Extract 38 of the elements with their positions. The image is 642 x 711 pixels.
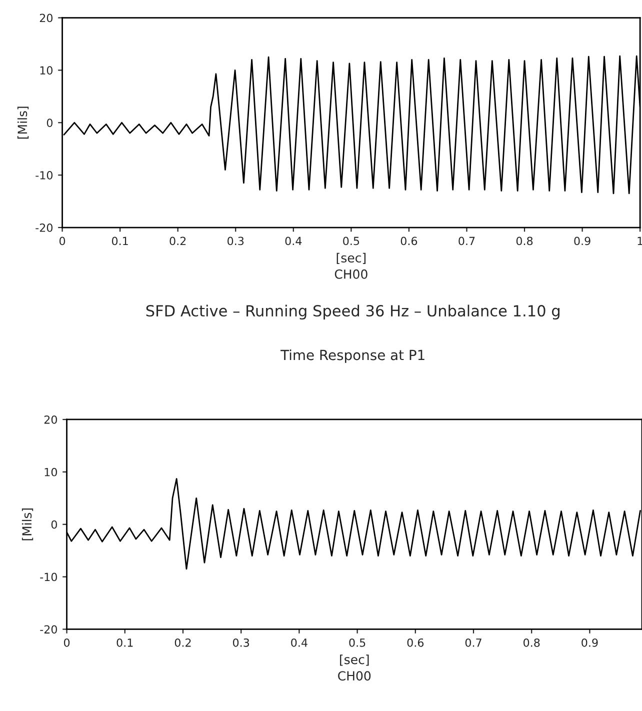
x-tick-label: 0.9 [574, 236, 590, 246]
x-tick-label: 0.6 [400, 236, 418, 246]
x-tick-label: 0.2 [170, 236, 186, 246]
x-tick-label: 0.1 [112, 236, 128, 246]
x-tick-label: 0.4 [291, 638, 308, 647]
x-tick-label: 0.3 [228, 236, 244, 246]
x-axis-title: [sec] [336, 252, 366, 264]
x-tick-label: 0.8 [524, 638, 540, 647]
y-tick-label: 10 [40, 66, 53, 75]
x-tick-label: 0.9 [582, 638, 598, 647]
x-tick-label: 0.4 [285, 236, 302, 246]
y-tick-label: -10 [36, 171, 53, 180]
y-tick-label: 20 [40, 14, 53, 22]
x-tick-label: 0.5 [349, 638, 366, 647]
x-tick-label: 0.2 [174, 638, 191, 647]
x-tick-label: 0 [59, 236, 66, 246]
y-axis-title: [Mils] [22, 508, 34, 540]
y-tick-label: -20 [36, 223, 53, 232]
x-tick-label: 0.1 [116, 638, 133, 647]
x-tick-label: 0.3 [232, 638, 250, 647]
y-tick-label: -20 [40, 625, 58, 634]
y-tick-label: 0 [46, 118, 53, 128]
x-tick-label: 0.5 [343, 236, 360, 246]
chart-subtitle: Time Response at P1 [280, 349, 424, 363]
chart-title: SFD Active – Running Speed 36 Hz – Unbalance 1.10 g [146, 304, 560, 320]
x-tick-label: 0.6 [407, 638, 424, 647]
text: CH00 [338, 671, 371, 681]
y-tick-label: 10 [44, 468, 57, 476]
y-tick-label: -10 [40, 572, 58, 582]
x-tick-label: 0.7 [465, 638, 482, 647]
x-tick-label: 0.7 [458, 236, 475, 246]
y-tick-label: 0 [51, 520, 57, 529]
x-axis-title: [sec] [340, 654, 369, 666]
y-axis-title: [Mils] [17, 106, 29, 139]
x-tick-label: 0.8 [516, 236, 533, 246]
text: CH00 [334, 269, 368, 279]
x-tick-label: 0 [64, 638, 70, 647]
y-tick-label: 20 [44, 415, 57, 424]
